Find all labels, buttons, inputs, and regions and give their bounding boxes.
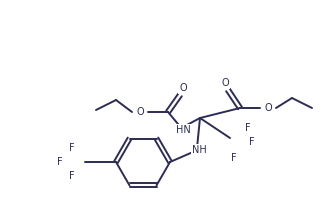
Text: F: F: [57, 157, 63, 167]
Text: HN: HN: [175, 125, 190, 135]
Text: O: O: [221, 78, 229, 88]
Text: F: F: [249, 137, 255, 147]
Text: F: F: [245, 123, 251, 133]
Text: F: F: [231, 153, 237, 163]
Text: O: O: [264, 103, 272, 113]
Text: O: O: [179, 83, 187, 93]
Text: F: F: [69, 171, 75, 181]
Text: F: F: [69, 143, 75, 153]
Text: O: O: [136, 107, 144, 117]
Text: NH: NH: [192, 145, 206, 155]
